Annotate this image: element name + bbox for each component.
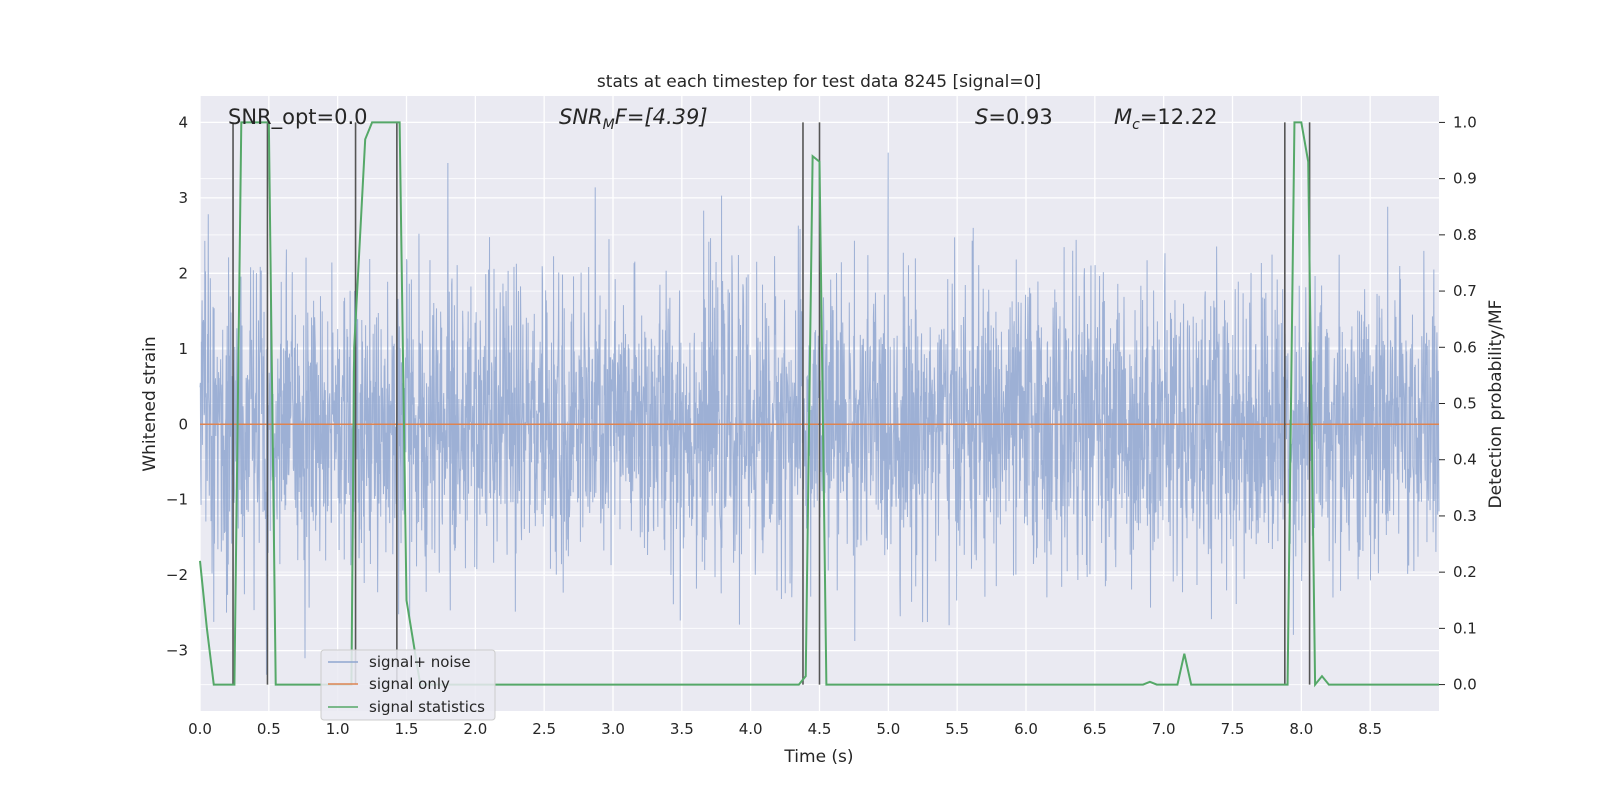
x-tick-label: 4.5 xyxy=(808,720,832,738)
signal-statistics-line xyxy=(199,121,1439,688)
y2-tick-label: 0.9 xyxy=(1453,170,1477,188)
x-tick-label: 8.0 xyxy=(1289,720,1313,738)
y-tick-label: 3 xyxy=(178,189,188,207)
legend-label-signal-only: signal only xyxy=(369,675,450,693)
annotation-chirp-mass: Mc=12.22 xyxy=(1114,105,1218,133)
y-tick-label: −3 xyxy=(166,642,188,660)
x-tick-label: 3.0 xyxy=(601,720,625,738)
x-tick-label: 5.5 xyxy=(945,720,969,738)
y-tick-label: −2 xyxy=(166,566,188,584)
legend: signal+ noise signal only signal statist… xyxy=(320,649,496,721)
legend-label-noise: signal+ noise xyxy=(369,653,471,671)
signal-statistics-series xyxy=(199,121,1439,688)
y2-tick-label: 0.5 xyxy=(1453,395,1477,413)
y2-tick-label: 0.7 xyxy=(1453,282,1477,300)
y-axis-right: 1.0 0.9 0.8 0.7 0.6 0.5 0.4 0.3 0.2 0.1 0.0 xyxy=(1439,113,1477,694)
y-tick-label: 1 xyxy=(178,340,188,358)
y2-tick-label: 0.8 xyxy=(1453,226,1477,244)
y2-tick-label: 0.6 xyxy=(1453,338,1477,356)
x-axis-label: Time (s) xyxy=(783,747,853,767)
x-tick-label: 3.5 xyxy=(670,720,694,738)
y-tick-label: −1 xyxy=(166,491,188,509)
x-tick-label: 0.0 xyxy=(188,720,212,738)
y2-tick-label: 1.0 xyxy=(1453,113,1477,131)
y-tick-label: 4 xyxy=(178,113,188,131)
annotation-snr-opt: SNR_opt=0.0 xyxy=(228,105,368,130)
legend-box xyxy=(320,649,496,721)
x-tick-label: 0.5 xyxy=(257,720,281,738)
annotation-s-value: S=0.93 xyxy=(975,105,1053,129)
x-tick-label: 5.0 xyxy=(876,720,900,738)
chart-title: stats at each timestep for test data 824… xyxy=(597,72,1041,92)
x-tick-label: 8.5 xyxy=(1358,720,1382,738)
y2-tick-label: 0.1 xyxy=(1453,619,1477,637)
y2-tick-label: 0.4 xyxy=(1453,451,1477,469)
annotation-snr-mf: SNRMF=[4.39] xyxy=(559,105,708,133)
y2-tick-label: 0.0 xyxy=(1453,676,1477,694)
x-tick-label: 1.0 xyxy=(326,720,350,738)
x-tick-label: 6.5 xyxy=(1083,720,1107,738)
y-tick-label: 0 xyxy=(178,415,188,433)
x-tick-label: 7.5 xyxy=(1221,720,1245,738)
y2-tick-label: 0.3 xyxy=(1453,507,1477,525)
vertical-markers xyxy=(232,122,1311,685)
x-tick-label: 1.5 xyxy=(395,720,419,738)
x-axis: 0.0 0.5 1.0 1.5 2.0 2.5 3.0 3.5 4.0 4.5 5.0 5.5 6.0 6… xyxy=(188,720,1382,738)
y2-axis-label: Detection probability/MF xyxy=(1486,300,1506,509)
y2-tick-label: 0.2 xyxy=(1453,563,1477,581)
x-tick-label: 2.5 xyxy=(532,720,556,738)
x-tick-label: 2.0 xyxy=(463,720,487,738)
x-tick-label: 4.0 xyxy=(739,720,763,738)
y-tick-label: 2 xyxy=(178,264,188,282)
legend-label-statistics: signal statistics xyxy=(369,698,485,716)
y-axis-label: Whitened strain xyxy=(140,336,160,471)
x-tick-label: 6.0 xyxy=(1014,720,1038,738)
y-axis-left: 4 3 2 1 0 −1 −2 −3 xyxy=(166,113,188,659)
x-tick-label: 7.0 xyxy=(1152,720,1176,738)
